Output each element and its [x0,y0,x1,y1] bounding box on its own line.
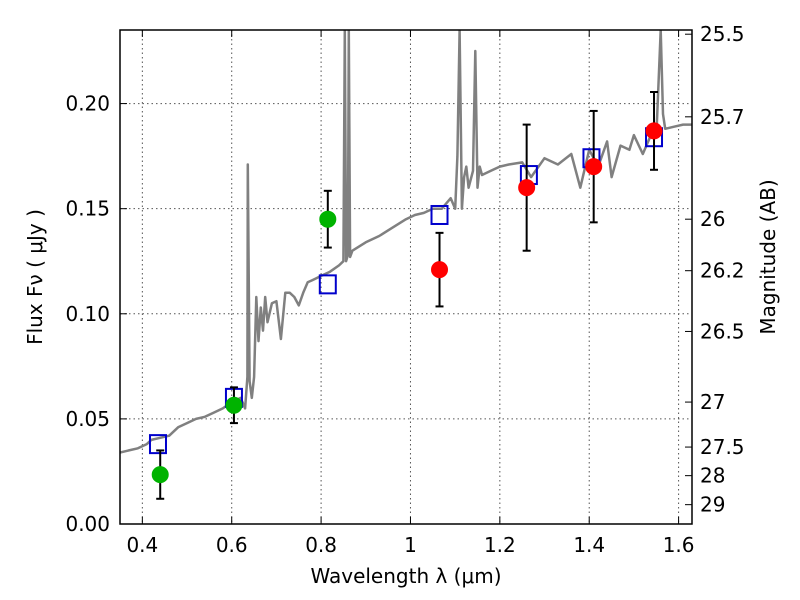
observed-point [585,158,603,176]
x-tick-label: 1.6 [663,533,695,557]
y-tick-label: 0.20 [65,92,110,116]
y-tick-label: 0.15 [65,197,110,221]
y2-tick-label: 26 [700,207,725,231]
y2-tick-label: 29 [700,493,725,517]
ticks: 0.4 0.6 0.8 1 1.2 1.4 1.6 0.00 0.05 0.10 0.15 0.20 2… [65,22,744,557]
y-tick-label: 0.05 [65,407,110,431]
y2-tick-label: 27 [700,390,725,414]
grid [120,30,692,524]
observed-point [518,179,536,197]
series-layer [120,30,692,500]
observed-point [225,396,243,414]
y-tick-label: 0.00 [65,512,110,536]
x-tick-label: 0.6 [216,533,248,557]
observed-point [431,261,449,279]
y2-tick-label: 25.7 [700,105,745,129]
x-tick-label: 0.4 [126,533,158,557]
x-tick-label: 1.2 [484,533,516,557]
observed-point [645,122,663,140]
x-axis-label: Wavelength λ (μm) [310,564,501,588]
x-tick-label: 1 [404,533,417,557]
model-point-square [318,274,337,295]
model-point-square [148,434,167,455]
template-spectrum-line [120,30,692,454]
y-tick-label: 0.10 [65,302,110,326]
observed-point [151,466,169,484]
observed-point [319,210,337,228]
y2-axis-label: Magnitude (AB) [756,179,780,334]
y2-tick-label: 25.5 [700,22,745,46]
x-tick-label: 0.8 [305,533,337,557]
model-point-square [430,204,449,225]
y2-tick-label: 26.2 [700,259,745,283]
y2-tick-label: 26.5 [700,319,745,343]
y2-tick-label: 27.5 [700,435,745,459]
plot-frame [119,29,693,525]
x-tick-label: 1.4 [573,533,605,557]
y-axis-label: Flux Fν ( μJy ) [23,209,47,345]
y2-tick-label: 28 [700,464,725,488]
